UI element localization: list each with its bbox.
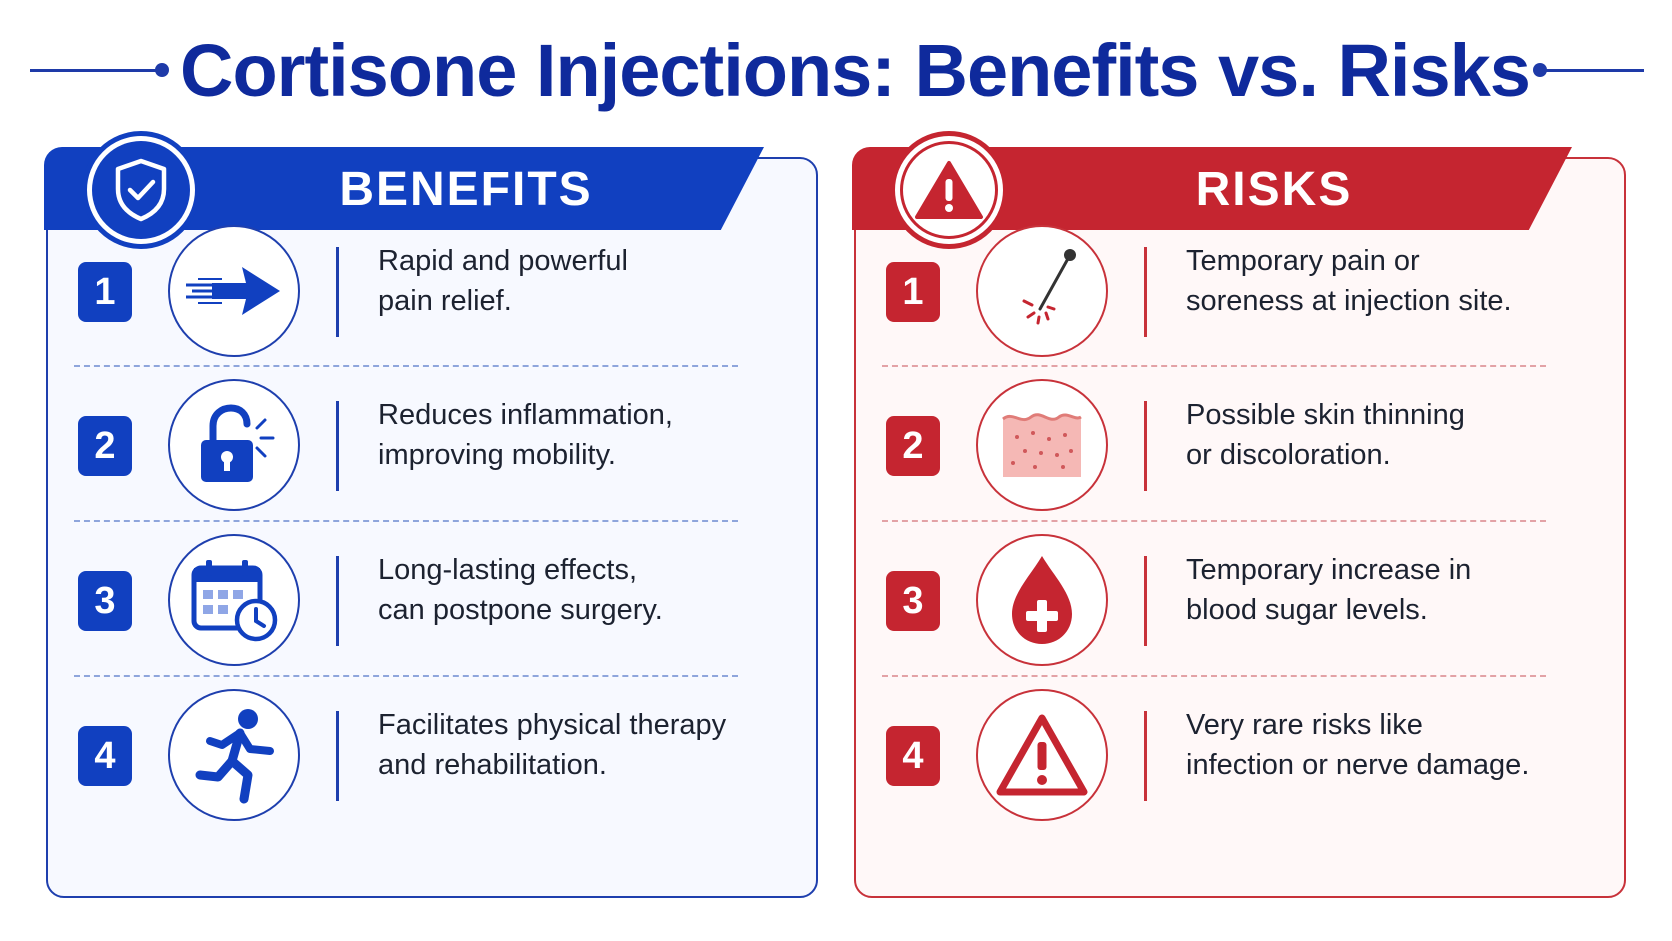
benefit-separator-2 xyxy=(336,401,339,491)
benefits-heading: BENEFITS xyxy=(339,163,593,216)
risk-row-4: 4 Very rare risks like infection or nerv… xyxy=(854,683,1626,823)
risk-icon-circle-1 xyxy=(976,225,1108,357)
benefit-number-4: 4 xyxy=(78,726,132,786)
benefit-text-3-line-2: can postpone surgery. xyxy=(378,594,663,626)
benefit-text-4-line-2: and rehabilitation. xyxy=(378,749,607,781)
risk-text-4-line-1: Very rare risks like xyxy=(1186,709,1423,741)
risks-heading: RISKS xyxy=(1195,163,1353,216)
risk-text-3-line-2: blood sugar levels. xyxy=(1186,594,1428,626)
risk-divider-1 xyxy=(882,365,1546,367)
shield-check-icon xyxy=(115,158,167,222)
benefit-text-2-line-1: Reduces inflammation, xyxy=(378,399,673,431)
benefit-number-1: 1 xyxy=(78,262,132,322)
benefit-row-2: 2 Reduces inflammation, improving mobili… xyxy=(46,373,818,513)
risk-number-1: 1 xyxy=(886,262,940,322)
title-row: Cortisone Injections: Benefits vs. Risks xyxy=(0,18,1672,122)
risk-icon-circle-3 xyxy=(976,534,1108,666)
risk-text-3-line-1: Temporary increase in xyxy=(1186,554,1472,586)
risk-text-2: Possible skin thinning or discoloration. xyxy=(1186,395,1616,475)
title-rule-right xyxy=(1540,69,1644,72)
calendar-clock-icon xyxy=(191,560,278,642)
risk-number-3: 3 xyxy=(886,571,940,631)
risk-row-2: 2 Possible skin thinning or discolora xyxy=(854,373,1626,513)
benefit-text-3-line-1: Long-lasting effects, xyxy=(378,554,638,586)
benefit-row-3: 3 Long-lasting effects, can postpone sur… xyxy=(46,528,818,668)
risk-number-4: 4 xyxy=(886,726,940,786)
risk-text-2-line-1: Possible skin thinning xyxy=(1186,399,1465,431)
blood-drop-plus-icon xyxy=(1012,556,1072,644)
benefit-separator-1 xyxy=(336,247,339,337)
risk-separator-2 xyxy=(1144,401,1147,491)
fast-arrow-icon xyxy=(186,267,280,315)
benefit-icon-circle-2 xyxy=(168,379,300,511)
benefit-icon-circle-4 xyxy=(168,689,300,821)
risks-badge xyxy=(890,131,1008,249)
benefit-text-3: Long-lasting effects, can postpone surge… xyxy=(378,550,808,630)
benefit-icon-circle-3 xyxy=(168,534,300,666)
benefit-separator-3 xyxy=(336,556,339,646)
benefit-text-2-line-2: improving mobility. xyxy=(378,439,616,471)
risk-text-1-line-2: soreness at injection site. xyxy=(1186,285,1512,317)
risk-number-2: 2 xyxy=(886,416,940,476)
title-rule-left xyxy=(30,69,160,72)
risk-separator-3 xyxy=(1144,556,1147,646)
benefit-number-2: 2 xyxy=(78,416,132,476)
benefit-text-1: Rapid and powerful pain relief. xyxy=(378,241,808,321)
benefit-text-1-line-1: Rapid and powerful xyxy=(378,245,628,277)
risk-row-3: 3 Temporary increase in blood sugar leve… xyxy=(854,528,1626,668)
benefit-divider-3 xyxy=(74,675,738,677)
benefit-icon-circle-1 xyxy=(168,225,300,357)
benefits-panel: BENEFITS 1 Rapid and powerful pain relie… xyxy=(44,131,818,898)
benefit-text-1-line-2: pain relief. xyxy=(378,285,512,317)
benefit-text-4: Facilitates physical therapy and rehabil… xyxy=(378,705,808,785)
benefit-row-1: 1 Rapid and powerful pain relief. xyxy=(46,219,818,359)
risk-icon-circle-2 xyxy=(976,379,1108,511)
risk-separator-4 xyxy=(1144,711,1147,801)
skin-layer-icon xyxy=(1002,413,1082,477)
risk-separator-1 xyxy=(1144,247,1147,337)
running-person-icon xyxy=(195,709,274,804)
risk-divider-3 xyxy=(882,675,1546,677)
benefit-row-4: 4 Facilitates physical therapy and rehab… xyxy=(46,683,818,823)
risk-divider-2 xyxy=(882,520,1546,522)
risk-row-1: 1 Temporary pain or soreness at injectio… xyxy=(854,219,1626,359)
benefits-badge xyxy=(82,131,200,249)
benefit-number-3: 3 xyxy=(78,571,132,631)
unlock-icon xyxy=(201,404,275,482)
risk-text-3: Temporary increase in blood sugar levels… xyxy=(1186,550,1616,630)
risk-icon-circle-4 xyxy=(976,689,1108,821)
benefit-text-4-line-1: Facilitates physical therapy xyxy=(378,709,727,741)
risk-text-1: Temporary pain or soreness at injection … xyxy=(1186,241,1616,321)
warning-triangle-icon xyxy=(996,714,1088,796)
warning-triangle-icon xyxy=(915,161,983,219)
benefit-divider-1 xyxy=(74,365,738,367)
risks-panel: RISKS 1 Temporary pain or soreness at in… xyxy=(852,131,1626,898)
risk-text-4: Very rare risks like infection or nerve … xyxy=(1186,705,1616,785)
risk-text-1-line-1: Temporary pain or xyxy=(1186,245,1420,277)
title-dot-left xyxy=(155,63,169,77)
risk-text-4-line-2: infection or nerve damage. xyxy=(1186,749,1530,781)
needle-icon xyxy=(1022,249,1076,325)
benefit-text-2: Reduces inflammation, improving mobility… xyxy=(378,395,808,475)
page-title: Cortisone Injections: Benefits vs. Risks xyxy=(180,29,1531,112)
benefit-separator-4 xyxy=(336,711,339,801)
benefit-divider-2 xyxy=(74,520,738,522)
risk-text-2-line-2: or discoloration. xyxy=(1186,439,1391,471)
